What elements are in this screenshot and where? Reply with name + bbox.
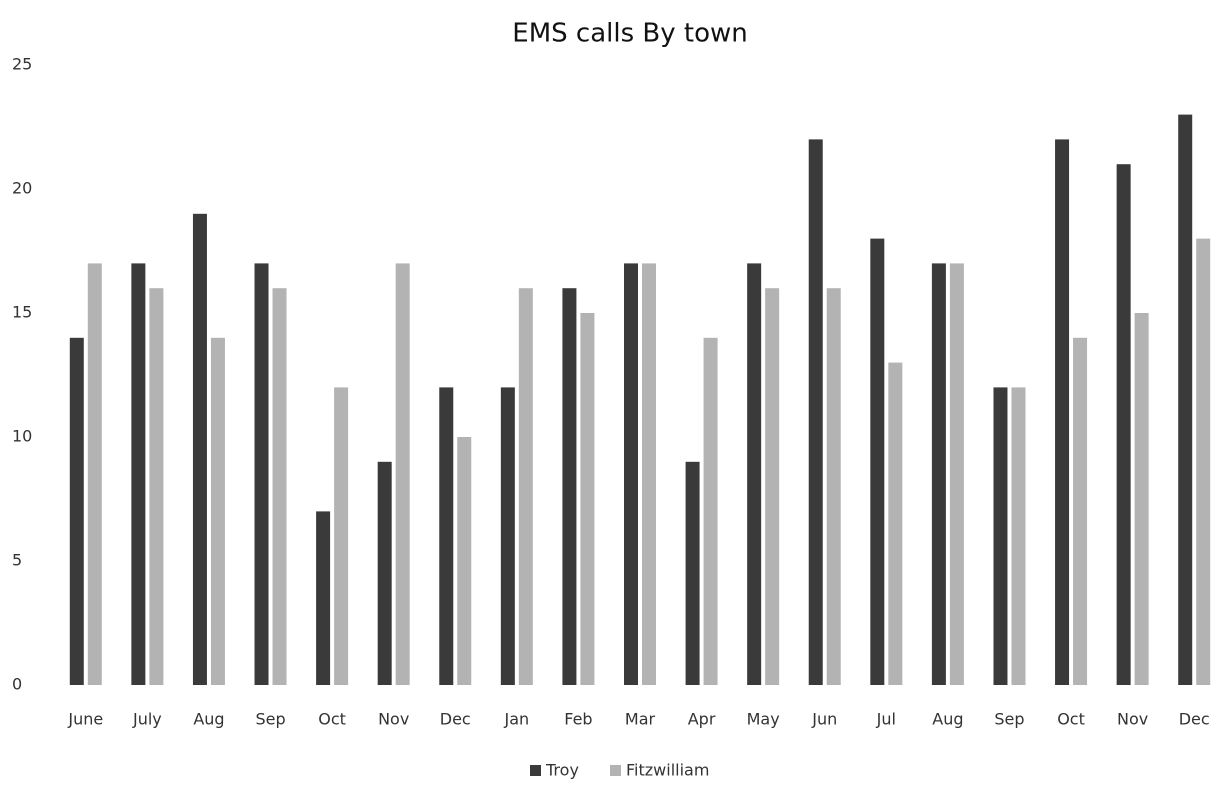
bar (642, 263, 656, 685)
bar (826, 288, 841, 685)
bar (1178, 114, 1193, 686)
x-tick-label: June (67, 710, 103, 729)
bar (518, 288, 533, 685)
bar (149, 288, 164, 685)
x-tick-label: Mar (625, 710, 656, 729)
bar (131, 263, 146, 685)
legend-swatch (530, 765, 541, 776)
x-tick-label: Oct (1057, 710, 1085, 729)
bar (747, 263, 762, 685)
x-tick-label: Aug (193, 710, 224, 729)
bar (1055, 139, 1070, 685)
x-tick-label: Feb (564, 710, 592, 729)
bar (888, 362, 903, 685)
y-tick-label: 5 (12, 551, 22, 570)
bar (1196, 238, 1211, 685)
y-tick-label: 20 (12, 179, 32, 198)
x-tick-label: Sep (994, 710, 1024, 729)
bar (69, 337, 84, 685)
x-tick-label: Jan (504, 710, 530, 729)
bar (316, 511, 331, 685)
bar (334, 387, 349, 685)
x-tick-label: Dec (440, 710, 471, 729)
bar (395, 263, 410, 685)
x-tick-label: Oct (318, 710, 346, 729)
legend-swatch (610, 765, 621, 776)
x-tick-label: Jul (876, 710, 896, 729)
bar (1116, 164, 1131, 685)
x-tick-label: Nov (378, 710, 409, 729)
y-tick-label: 15 (12, 303, 32, 322)
bar (1134, 313, 1149, 685)
bar (500, 387, 515, 685)
bar (562, 288, 577, 685)
bar (254, 263, 269, 685)
bar (685, 461, 700, 685)
chart-title: EMS calls By town (512, 19, 747, 49)
bar (993, 387, 1008, 685)
legend-label: Fitzwilliam (626, 761, 709, 780)
bar (1011, 387, 1026, 685)
x-tick-label: Sep (255, 710, 285, 729)
y-tick-label: 0 (12, 675, 22, 694)
x-tick-label: Jun (811, 710, 837, 729)
bar (1073, 337, 1088, 685)
legend-label: Troy (545, 761, 579, 780)
bar (439, 387, 454, 685)
bar (210, 337, 225, 685)
x-tick-label: Aug (932, 710, 963, 729)
bar (580, 313, 595, 685)
bar (808, 139, 823, 685)
x-tick-label: Nov (1117, 710, 1148, 729)
x-tick-label: Dec (1179, 710, 1210, 729)
x-tick-label: July (132, 710, 162, 729)
bar (377, 461, 392, 685)
bar (949, 263, 964, 685)
bar (87, 263, 102, 685)
x-tick-label: Apr (688, 710, 716, 729)
bar (192, 213, 207, 686)
y-tick-label: 10 (12, 427, 32, 446)
bar (624, 263, 638, 685)
bar (703, 337, 718, 685)
bar (272, 288, 287, 685)
bar (457, 437, 472, 685)
bar (870, 238, 885, 685)
x-tick-label: May (747, 710, 780, 729)
bar (765, 288, 780, 685)
bar (931, 263, 946, 685)
y-tick-label: 25 (12, 55, 32, 74)
